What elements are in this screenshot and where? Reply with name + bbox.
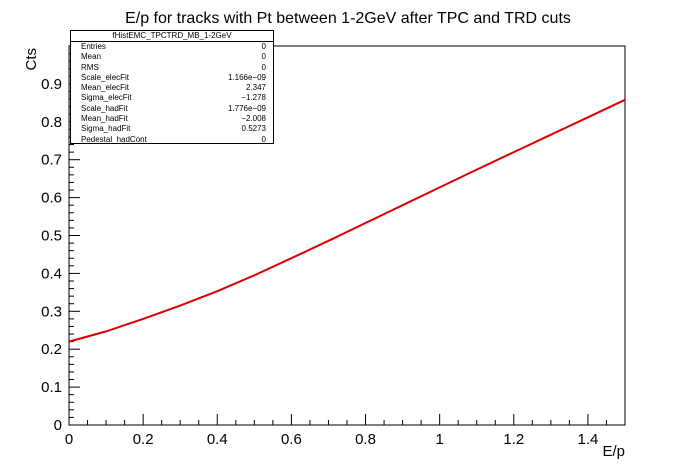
stats-row-value: 0 — [261, 134, 266, 144]
stats-box: fHistEMC_TPCTRD_MB_1-2GeV Entries 0 Mean 0 R… — [70, 30, 274, 144]
stats-row: Mean_elecFit 2.347 — [71, 83, 273, 93]
stats-row-label: RMS — [81, 62, 99, 72]
x-tick-label: 1.2 — [503, 431, 524, 448]
y-tick-label: 0.5 — [41, 228, 62, 245]
stats-row: Scale_elecFit 1.166e−09 — [71, 73, 273, 83]
stats-row: Pedestal_hadCont 0 — [71, 135, 273, 145]
y-tick-label: 0.8 — [41, 114, 62, 131]
stats-row: RMS 0 — [71, 63, 273, 73]
stats-row: Sigma_hadFit 0.5273 — [71, 124, 273, 134]
series-line — [68, 98, 626, 343]
stats-row-label: Scale_elecFit — [81, 72, 130, 82]
y-tick-label: 0 — [54, 417, 62, 434]
chart-title: E/p for tracks with Pt between 1-2GeV af… — [125, 10, 571, 27]
stats-row: Sigma_elecFit −1.278 — [71, 93, 273, 103]
y-axis: 0 0.1 0.2 0.3 0.4 0.5 0.6 0.7 0.8 0.9 — [41, 45, 80, 434]
x-tick-label: 1.4 — [578, 431, 599, 448]
y-axis-title: Cts — [23, 48, 40, 71]
stats-row-value: 0.5273 — [241, 124, 266, 134]
y-tick-label: 0.3 — [41, 303, 62, 320]
stats-row: Scale_hadFit 1.776e−09 — [71, 104, 273, 114]
stats-row: Mean_hadFit −2.008 — [71, 114, 273, 124]
x-tick-label: 0.8 — [355, 431, 376, 448]
stats-row: Entries 0 — [71, 42, 273, 52]
stats-box-title: fHistEMC_TPCTRD_MB_1-2GeV — [71, 31, 273, 42]
y-tick-label: 0.4 — [41, 265, 62, 282]
x-tick-label: 1 — [435, 431, 443, 448]
y-tick-label: 0.9 — [41, 76, 62, 93]
stats-row-value: 2.347 — [245, 83, 266, 93]
x-tick-label: 0.4 — [207, 431, 228, 448]
stats-row-value: 1.166e−09 — [227, 72, 266, 82]
stats-row-label: Mean_hadFit — [81, 114, 128, 124]
stats-row: Mean 0 — [71, 52, 273, 62]
stats-row-value: 0 — [261, 62, 266, 72]
y-tick-label: 0.2 — [41, 341, 62, 358]
x-axis-title: E/p — [602, 443, 625, 460]
y-tick-label: 0.1 — [41, 379, 62, 396]
stats-row-label: Mean — [81, 52, 102, 62]
stats-row-value: −2.008 — [241, 114, 266, 124]
x-tick-label: 0 — [65, 431, 73, 448]
stats-row-value: −1.278 — [241, 93, 266, 103]
stats-row-label: Pedestal_hadCont — [81, 134, 147, 144]
stats-row-label: Scale_hadFit — [81, 103, 128, 113]
stats-row-value: 1.776e−09 — [227, 103, 266, 113]
stats-row-value: 0 — [261, 42, 266, 51]
stats-row-label: Sigma_hadFit — [81, 124, 131, 134]
stats-row-label: Entries — [81, 42, 106, 51]
stats-row-label: Sigma_elecFit — [81, 93, 132, 103]
stats-rows: Entries 0 Mean 0 RMS 0 Scale_elecFit 1.166e−09 M… — [71, 42, 273, 145]
x-axis: 0 0.2 0.4 0.6 0.8 1 1.2 1.4 — [65, 414, 626, 448]
y-tick-label: 0.7 — [41, 152, 62, 169]
stats-row-label: Mean_elecFit — [81, 83, 130, 93]
y-tick-label: 0.6 — [41, 190, 62, 207]
stats-row-value: 0 — [261, 52, 266, 62]
x-tick-label: 0.2 — [133, 431, 154, 448]
x-tick-label: 0.6 — [281, 431, 302, 448]
